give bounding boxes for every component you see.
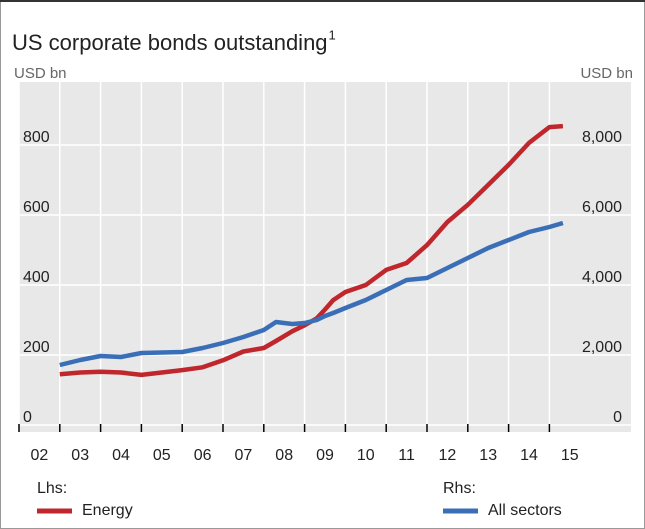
title-note: 1 [329,27,336,42]
x-tick-label: 14 [520,447,538,464]
x-tick-label: 13 [479,447,497,464]
x-tick-label: 15 [561,447,579,464]
x-tick-label: 05 [153,447,171,464]
y-tick-label: 400 [23,269,50,286]
x-tick-label: 10 [357,447,375,464]
series-line [59,123,564,378]
legend-label: All sectors [488,502,562,519]
y2-tick-label: 8,000 [582,129,622,146]
chart-title: US corporate bonds outstanding [12,30,328,55]
x-tick-label: 06 [194,447,212,464]
x-tick-label: 11 [398,447,415,464]
x-tick-label: 03 [71,447,89,464]
x-tick-label: 12 [439,447,457,464]
y-tick-label: 800 [23,129,50,146]
y2-tick-label: 4,000 [582,269,622,286]
y2-tick-label: 2,000 [582,339,622,356]
x-tick-label: 02 [31,447,49,464]
legend-group: Lhs: [37,480,67,497]
y2-axis-label: USD bn [580,65,633,82]
y2-tick-label: 0 [613,409,622,426]
legend-label: Energy [82,502,133,519]
x-tick-label: 09 [316,447,334,464]
legend-group: Rhs: [443,480,476,497]
y-tick-label: 0 [23,409,32,426]
x-tick-label: 08 [275,447,293,464]
y-axis-label: USD bn [14,65,67,82]
y-tick-label: 600 [23,199,50,216]
y-tick-label: 200 [23,339,50,356]
x-tick-label: 07 [235,447,253,464]
y2-tick-label: 6,000 [582,199,622,216]
x-tick-label: 04 [112,447,130,464]
series-line [59,220,564,368]
